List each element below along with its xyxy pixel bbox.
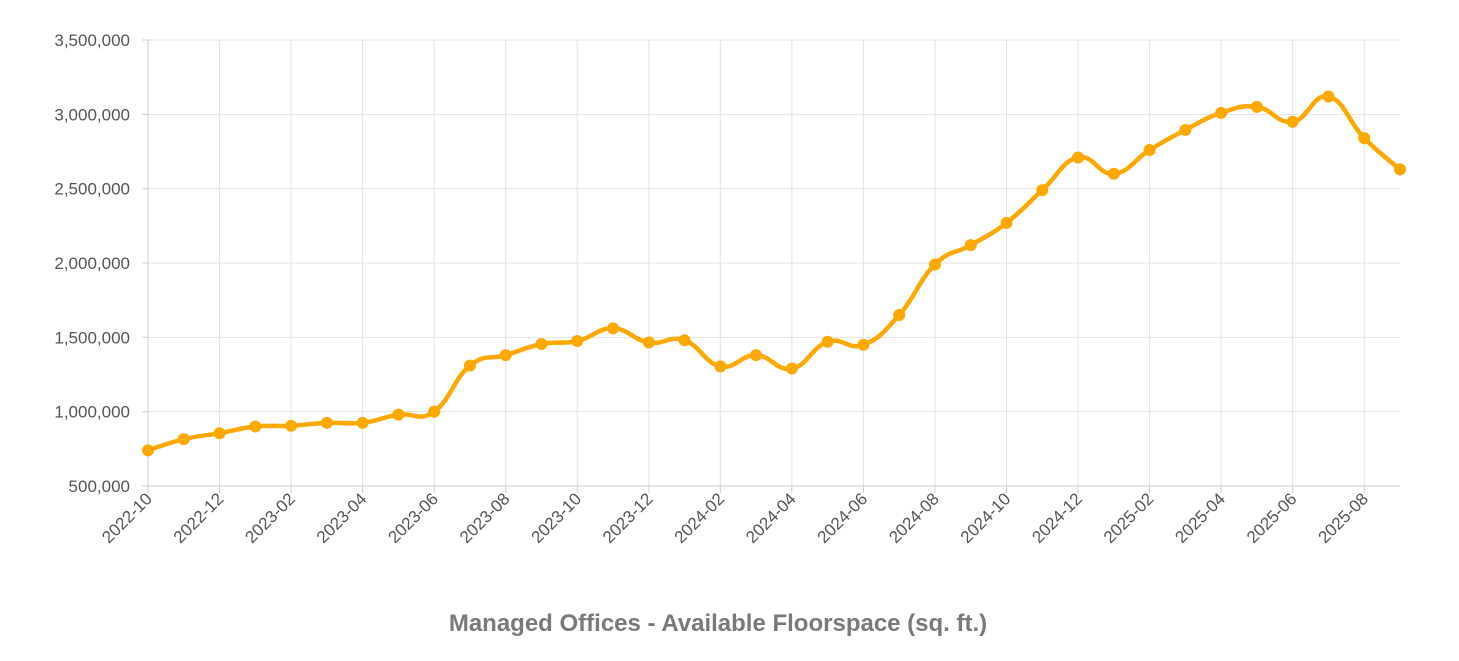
data-point[interactable] [535,338,548,351]
data-point[interactable] [821,335,834,348]
x-tick-label: 2024-12 [1028,489,1086,547]
x-tick-label: 2024-04 [742,489,800,547]
data-point[interactable] [1072,151,1085,164]
x-tick-label: 2023-08 [456,489,514,547]
x-tick-label: 2024-06 [814,489,872,547]
data-point[interactable] [499,349,512,362]
data-point[interactable] [1394,163,1406,176]
x-tick-label: 2024-02 [671,489,729,547]
x-axis: 2022-10 2022-12 2023-02 2023-04 2023-06 2023-… [98,485,1400,547]
x-tick-label: 2025-04 [1171,489,1229,547]
y-axis: 500,000 1,000,000 1,500,000 2,000,000 2,500,… [54,31,149,496]
x-tick-label: 2023-12 [599,489,657,547]
data-point[interactable] [1286,115,1299,128]
data-point[interactable] [607,322,620,335]
data-point[interactable] [964,239,977,252]
x-tick-label: 2023-06 [384,489,442,547]
data-point[interactable] [428,405,441,418]
data-point[interactable] [750,349,763,362]
data-point[interactable] [785,362,798,375]
data-point[interactable] [1036,184,1049,197]
x-tick-label: 2022-12 [170,489,228,547]
data-point[interactable] [642,336,655,349]
data-point[interactable] [249,420,262,433]
data-point[interactable] [893,309,906,322]
y-tick-label: 1,000,000 [54,403,130,422]
data-point[interactable] [463,359,476,372]
y-tick-label: 1,500,000 [54,328,130,347]
data-point[interactable] [177,433,190,446]
data-point[interactable] [1000,216,1013,229]
data-point[interactable] [928,258,941,271]
data-point[interactable] [857,338,870,351]
x-tick-label: 2025-02 [1100,489,1158,547]
data-point[interactable] [1322,90,1335,103]
y-tick-label: 2,000,000 [54,254,130,273]
y-tick-label: 3,500,000 [54,31,130,50]
data-point[interactable] [571,335,584,348]
data-point[interactable] [320,416,333,429]
data-point[interactable] [392,408,405,421]
x-tick-label: 2022-10 [98,489,156,547]
data-point[interactable] [1250,100,1263,113]
data-point[interactable] [142,444,154,457]
x-tick-label: 2025-08 [1315,489,1373,547]
y-tick-label: 3,000,000 [54,105,130,124]
data-point[interactable] [213,427,226,440]
data-point[interactable] [678,334,691,347]
data-point[interactable] [1107,167,1120,180]
data-point[interactable] [1215,106,1228,119]
x-tick-label: 2024-08 [885,489,943,547]
data-point[interactable] [1143,144,1156,157]
x-tick-label: 2023-04 [313,489,371,547]
data-point[interactable] [285,419,298,432]
series-line [145,94,1403,453]
y-tick-label: 500,000 [69,477,130,496]
x-tick-label: 2023-10 [528,489,586,547]
data-point[interactable] [714,360,727,373]
x-axis-title: Managed Offices - Available Floorspace (… [449,610,987,637]
x-tick-label: 2025-06 [1243,489,1301,547]
data-point[interactable] [356,416,369,429]
x-tick-label: 2024-10 [957,489,1015,547]
data-point[interactable] [1179,123,1192,136]
y-tick-label: 2,500,000 [54,180,130,199]
grid [147,39,1400,487]
series [142,90,1406,457]
data-point[interactable] [1358,132,1371,145]
x-tick-label: 2023-02 [241,489,299,547]
